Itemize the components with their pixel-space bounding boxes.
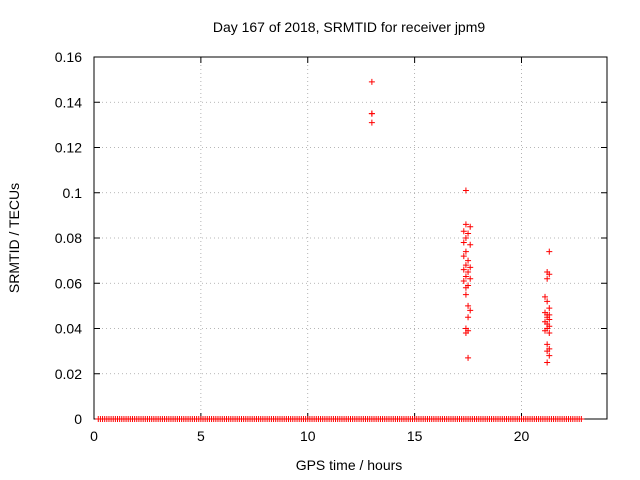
y-axis-label: SRMTID / TECUs (6, 183, 22, 293)
x-axis-label: GPS time / hours (296, 457, 403, 473)
y-tick-label: 0.04 (55, 321, 82, 337)
data-point (368, 110, 375, 117)
x-tick-label: 10 (300, 428, 316, 444)
y-tick-label: 0.02 (55, 366, 82, 382)
data-point (542, 293, 549, 300)
data-point (544, 341, 551, 348)
data-point (462, 284, 469, 291)
y-tick-label: 0.1 (63, 185, 83, 201)
data-point (460, 253, 467, 260)
data-point (465, 354, 472, 361)
y-tick-label: 0.12 (55, 140, 82, 156)
y-tick-label: 0.06 (55, 275, 82, 291)
data-point (544, 298, 551, 305)
data-point-zero (578, 416, 585, 422)
data-point (467, 223, 474, 230)
data-point (462, 248, 469, 255)
data-point (467, 275, 474, 282)
data-point (467, 307, 474, 314)
data-point (465, 314, 472, 321)
data-point (546, 352, 553, 359)
data-point (462, 187, 469, 194)
y-tick-label: 0.08 (55, 230, 82, 246)
y-tick-label: 0.14 (55, 94, 82, 110)
data-point (546, 330, 553, 337)
data-point (467, 241, 474, 248)
x-tick-label: 15 (407, 428, 423, 444)
y-tick-label: 0.16 (55, 49, 82, 65)
axis-ticks: 0 5 10 15 20 0 0.02 0.04 0.06 0.08 0.1 0.12 0.14 0.16 (55, 49, 607, 444)
data-point (546, 248, 553, 255)
data-point (462, 221, 469, 228)
data-point (368, 119, 375, 126)
data-point (460, 266, 467, 273)
data-point (462, 262, 469, 269)
data-point (465, 257, 472, 264)
chart-title: Day 167 of 2018, SRMTID for receiver jpm… (213, 19, 486, 35)
data-point (462, 273, 469, 280)
x-tick-label: 5 (197, 428, 205, 444)
data-point (546, 305, 553, 312)
data-point (465, 268, 472, 275)
gridlines (94, 57, 607, 419)
data-point (462, 330, 469, 337)
data-point (465, 230, 472, 237)
data-point (368, 78, 375, 85)
x-tick-label: 20 (514, 428, 530, 444)
data-point (465, 302, 472, 309)
data-points (95, 78, 585, 422)
data-point (544, 348, 551, 355)
data-point (460, 277, 467, 284)
data-point (542, 327, 549, 334)
data-point (462, 291, 469, 298)
data-point (544, 359, 551, 366)
data-point (462, 235, 469, 241)
data-point (544, 275, 551, 282)
data-point (460, 239, 467, 246)
data-point (546, 316, 553, 323)
data-point (467, 264, 474, 271)
x-tick-label: 0 (90, 428, 98, 444)
y-tick-label: 0 (74, 411, 82, 427)
data-point (460, 228, 467, 235)
data-point (546, 271, 553, 278)
